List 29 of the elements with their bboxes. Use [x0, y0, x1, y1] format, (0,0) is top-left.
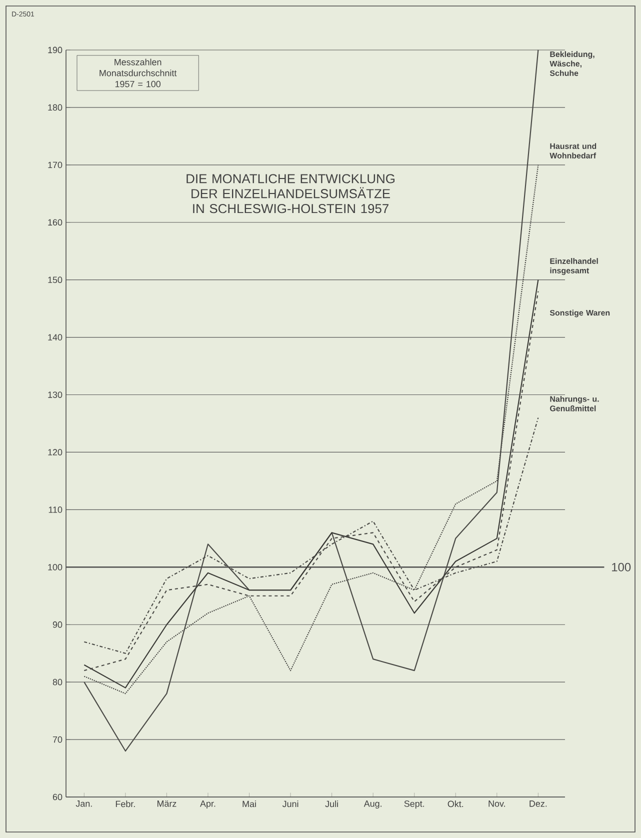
- x-tick-label: Jan.: [76, 800, 92, 807]
- x-tick-label: Mai: [242, 800, 256, 808]
- y-tick-label: 140: [48, 334, 62, 340]
- y-tick-label: 150: [48, 276, 62, 284]
- y-tick-label: 130: [48, 392, 62, 398]
- y-tick-label: 160: [48, 219, 62, 226]
- x-tick-label: Apr.: [200, 800, 216, 809]
- x-tick-label: Nov.: [488, 800, 505, 807]
- y-tick-label: 190: [48, 46, 62, 54]
- x-tick-label: März: [157, 800, 176, 807]
- text: DIE MONATLICHE ENTWICKLUNG DER EINZELHANDELSUMSÄTZE IN SCHLESWIG-HOLSTEIN 1957: [186, 174, 394, 214]
- x-tick-label: Juni: [282, 800, 298, 808]
- x-tick-label: Okt.: [448, 800, 464, 808]
- y-tick-label: 60: [52, 794, 62, 800]
- y-tick-label: 100: [48, 564, 62, 570]
- y-tick-label: 110: [48, 506, 62, 513]
- x-tick-label: Febr.: [116, 800, 135, 808]
- y-tick-label: 80: [52, 678, 62, 686]
- text: Messzahlen Monatsdurchschnitt 1957 = 100: [100, 58, 177, 88]
- x-tick-label: Aug.: [364, 800, 382, 809]
- y-tick-label: 70: [52, 736, 62, 743]
- ref-line-label: 100: [612, 562, 631, 572]
- x-tick-label: Sept.: [404, 800, 424, 809]
- y-tick-label: 170: [48, 162, 62, 168]
- x-tick-label: Juli: [325, 800, 338, 808]
- y-tick-label: 180: [48, 104, 62, 111]
- y-tick-label: 90: [52, 621, 62, 628]
- x-tick-label: Dez.: [530, 800, 547, 807]
- y-tick-label: 120: [48, 449, 62, 456]
